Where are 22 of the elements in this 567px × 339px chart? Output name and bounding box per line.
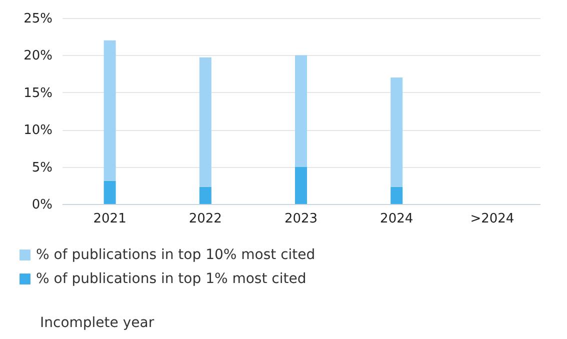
x-tick-label: 2022 xyxy=(188,212,222,226)
x-tick-label: 2023 xyxy=(284,212,318,226)
y-tick-label: 5% xyxy=(32,160,52,176)
y-tick-label: 15% xyxy=(24,86,52,101)
bar xyxy=(295,55,307,167)
y-tick-label: 25% xyxy=(24,12,52,26)
y-tick-label: 20% xyxy=(24,48,52,64)
x-tick-label: 2024 xyxy=(380,212,414,226)
legend-label: % of publications in top 1% most cited xyxy=(36,271,306,287)
y-tick-label: 0% xyxy=(32,198,52,212)
bar xyxy=(295,166,307,204)
bar xyxy=(104,40,116,181)
legend-label: % of publications in top 10% most cited xyxy=(36,247,316,263)
y-tick-label: 10% xyxy=(24,123,52,138)
text: Incomplete year xyxy=(40,315,154,331)
x-tick-label: >2024 xyxy=(470,212,514,226)
bar xyxy=(390,186,403,204)
x-tick-label: 2021 xyxy=(93,212,126,226)
bar xyxy=(390,78,403,187)
bar xyxy=(199,186,212,204)
bar xyxy=(199,57,212,187)
bar xyxy=(104,180,116,204)
